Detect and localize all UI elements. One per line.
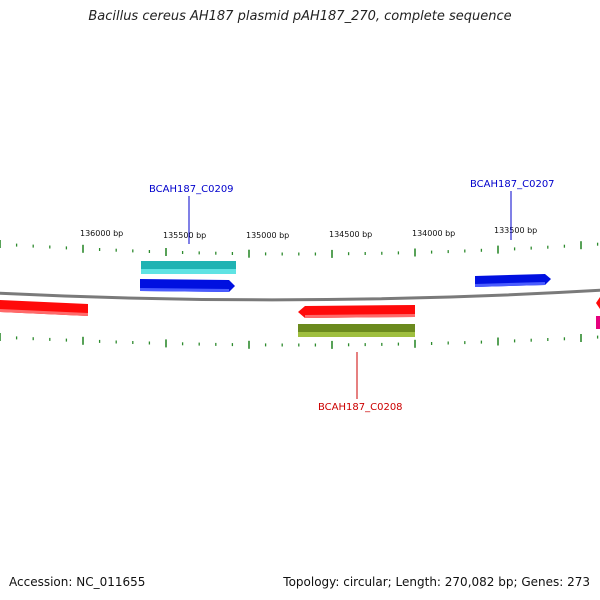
ruler-label-134500: 134500 bp	[329, 230, 372, 239]
gene-label-C0208[interactable]: BCAH187_C0208	[318, 402, 403, 413]
cds-feature-C0209[interactable]	[141, 261, 236, 274]
gene-label-C0209[interactable]: BCAH187_C0209	[149, 184, 234, 195]
ruler-label-136000: 136000 bp	[80, 229, 123, 238]
tick-row-outer	[0, 240, 599, 258]
ruler-label-134000: 134000 bp	[412, 229, 455, 238]
gene-arrow-C0209[interactable]	[140, 279, 235, 292]
cds-feature-C0208[interactable]	[298, 324, 415, 337]
ruler-label-133500: 133500 bp	[494, 226, 537, 235]
gene-label-C0207[interactable]: BCAH187_C0207	[470, 179, 555, 190]
sequence-summary: Topology: circular; Length: 270,082 bp; …	[283, 575, 590, 589]
gene-arrow-C0207[interactable]	[475, 274, 551, 287]
accession-label: Accession: NC_011655	[9, 575, 146, 589]
ruler-label-135000: 135000 bp	[246, 231, 289, 240]
plasmid-backbone	[0, 288, 600, 302]
tick-row-inner	[0, 333, 599, 349]
map-title: Bacillus cereus AH187 plasmid pAH187_270…	[88, 9, 512, 24]
gene-arrow-right-edge[interactable]	[596, 297, 600, 309]
gene-arrow-C0208[interactable]	[298, 305, 415, 318]
gene-arrow-left-edge[interactable]	[0, 300, 88, 316]
ruler-label-135500: 135500 bp	[163, 231, 206, 240]
feature-right-edge-magenta[interactable]	[596, 316, 600, 329]
